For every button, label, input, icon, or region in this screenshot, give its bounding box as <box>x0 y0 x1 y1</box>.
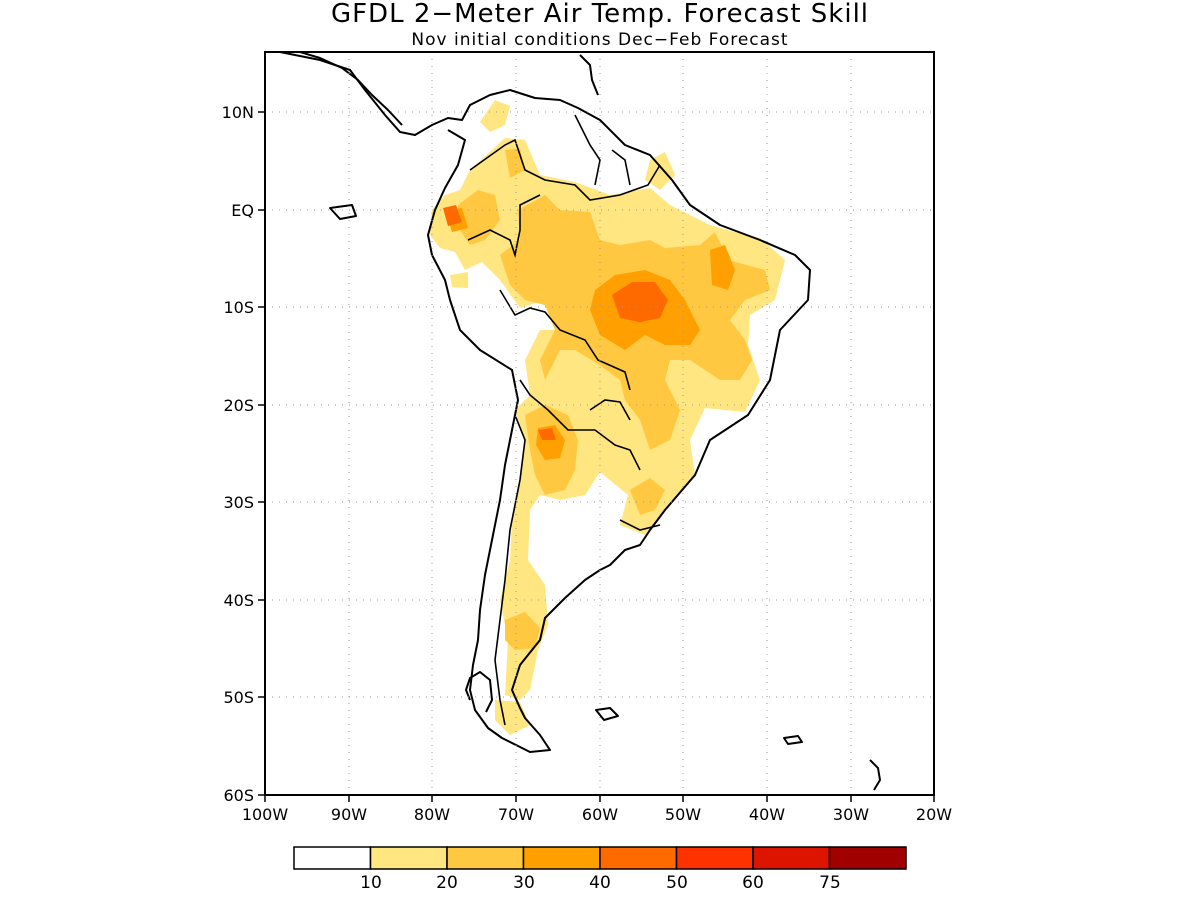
graticule-grid <box>265 52 934 795</box>
colorbar-tick-label: 10 <box>360 873 382 893</box>
lat-label: 60S <box>223 786 254 805</box>
colorbar-tick-label: 30 <box>513 873 535 893</box>
lat-label: 30S <box>223 493 254 512</box>
figure-subtitle: Nov initial conditions Dec−Feb Forecast <box>411 30 788 50</box>
lat-label: 20S <box>223 396 254 415</box>
colorbar-swatch <box>675 846 754 870</box>
lat-label: 10N <box>222 103 254 122</box>
lon-label: 70W <box>498 805 534 824</box>
longitude-labels: 100W 90W 80W 70W 60W 50W 40W 30W 20W <box>242 805 952 824</box>
country-borders <box>467 114 661 726</box>
colorbar-swatch <box>369 846 448 870</box>
tick-marks <box>258 111 935 802</box>
colorbar-swatch <box>522 846 601 870</box>
map-panel: 10N EQ 10S 20S 30S 40S 50S 60S 100W 90W … <box>222 51 952 824</box>
lon-label: 40W <box>749 805 785 824</box>
colorbar: 10 20 30 40 50 60 75 <box>293 846 907 893</box>
skill-shading <box>430 100 785 735</box>
lon-label: 80W <box>414 805 450 824</box>
lat-label: 40S <box>223 591 254 610</box>
lon-label: 30W <box>833 805 869 824</box>
colorbar-swatch <box>752 846 831 870</box>
lon-label: 100W <box>242 805 289 824</box>
lon-label: 60W <box>582 805 618 824</box>
lon-label: 20W <box>916 805 952 824</box>
skill-40-50-area <box>443 205 668 440</box>
colorbar-swatch <box>293 846 372 870</box>
colorbar-swatch <box>599 846 678 870</box>
colorbar-tick-label: 50 <box>666 873 688 893</box>
latitude-labels: 10N EQ 10S 20S 30S 40S 50S 60S <box>222 103 254 805</box>
colorbar-swatch <box>446 846 525 870</box>
colorbar-tick-label: 60 <box>742 873 764 893</box>
lat-label: 50S <box>223 688 254 707</box>
lat-label: 10S <box>223 298 254 317</box>
skill-30-40-area <box>445 208 735 460</box>
colorbar-tick-label: 20 <box>436 873 458 893</box>
colorbar-tick-label: 75 <box>819 873 841 893</box>
lat-label: EQ <box>231 201 254 220</box>
figure-title: GFDL 2−Meter Air Temp. Forecast Skill <box>331 0 869 29</box>
colorbar-swatch <box>828 846 907 870</box>
lon-label: 50W <box>665 805 701 824</box>
colorbar-tick-label: 40 <box>589 873 611 893</box>
lon-label: 90W <box>331 805 367 824</box>
